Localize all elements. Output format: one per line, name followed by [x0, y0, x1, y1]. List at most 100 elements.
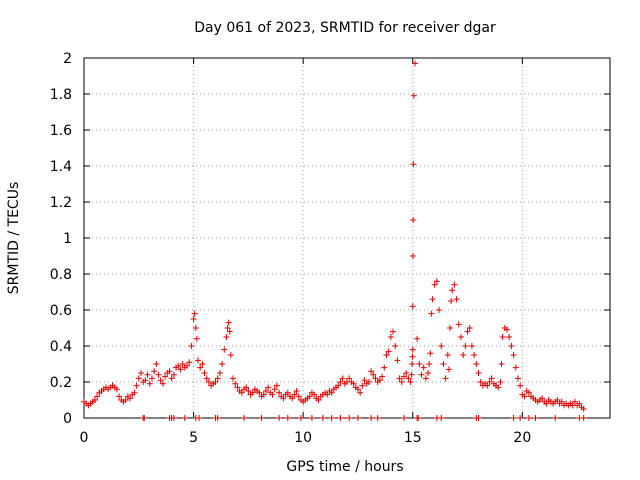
data-point	[142, 377, 149, 384]
data-point	[410, 161, 417, 168]
data-point	[354, 386, 361, 393]
y-tick-label: 0.2	[50, 375, 72, 391]
data-point	[162, 373, 169, 380]
data-point	[113, 386, 120, 393]
data-point	[539, 395, 546, 402]
data-point	[153, 361, 160, 367]
data-point	[409, 253, 416, 259]
data-point	[159, 380, 166, 387]
data-point	[484, 382, 491, 389]
data-point	[184, 362, 191, 369]
data-point	[291, 391, 298, 398]
data-point	[510, 415, 517, 421]
data-point	[179, 361, 186, 367]
data-point	[457, 334, 464, 340]
y-tick-label: 0	[63, 411, 72, 427]
data-point	[448, 298, 455, 304]
data-point	[381, 364, 388, 371]
data-point	[477, 379, 484, 385]
data-point	[374, 415, 381, 421]
data-point	[224, 325, 231, 331]
data-point	[170, 415, 177, 421]
data-point	[372, 375, 379, 382]
data-point	[157, 377, 164, 384]
y-tick-label: 0.4	[50, 339, 72, 355]
data-point	[580, 406, 587, 412]
data-point	[420, 364, 427, 371]
data-point	[370, 371, 377, 378]
data-point	[368, 368, 375, 375]
data-point	[280, 395, 287, 402]
data-point	[188, 343, 195, 349]
data-point	[383, 352, 390, 358]
data-point	[131, 389, 138, 396]
data-point	[306, 393, 313, 400]
data-point	[466, 325, 473, 331]
data-point	[510, 352, 517, 358]
data-point	[398, 379, 405, 385]
data-point	[486, 379, 493, 385]
data-point	[571, 398, 578, 405]
data-point	[422, 375, 429, 382]
x-tick-label: 0	[80, 430, 89, 446]
data-point	[256, 389, 263, 396]
data-point	[521, 393, 528, 400]
data-point	[407, 379, 414, 385]
data-point	[379, 373, 386, 380]
grid	[84, 58, 610, 418]
data-point	[558, 398, 565, 405]
data-point	[289, 395, 296, 402]
data-point	[328, 389, 335, 396]
data-point	[223, 334, 230, 340]
data-point	[122, 397, 129, 403]
data-point	[416, 361, 423, 367]
data-point	[400, 373, 407, 380]
data-point	[409, 353, 416, 360]
y-tick-label: 1	[63, 231, 72, 247]
data-point	[273, 382, 280, 389]
plot-frame	[83, 57, 611, 419]
data-point	[276, 389, 283, 396]
data-point	[580, 415, 587, 421]
data-point	[234, 384, 241, 391]
data-point	[488, 375, 495, 382]
data-point	[436, 307, 443, 313]
data-point	[212, 379, 219, 385]
data-point	[214, 415, 221, 421]
data-point	[346, 415, 353, 421]
data-point	[438, 415, 445, 421]
data-point	[475, 370, 482, 376]
data-point	[525, 415, 532, 421]
data-point	[175, 362, 182, 369]
data-point	[276, 415, 283, 421]
data-point	[400, 415, 407, 421]
data-point	[191, 310, 198, 317]
data-point	[226, 328, 233, 335]
data-point	[193, 335, 200, 342]
data-point	[449, 287, 456, 294]
data-point	[137, 370, 144, 376]
data-point	[495, 384, 502, 391]
data-point	[243, 384, 250, 391]
data-point	[297, 415, 304, 421]
data-point	[133, 382, 140, 389]
x-axis-label: GPS time / hours	[286, 459, 403, 475]
data-point	[447, 325, 454, 331]
data-point	[427, 350, 434, 357]
data-point	[354, 415, 361, 421]
data-point	[376, 377, 383, 384]
data-point	[262, 388, 269, 394]
data-point	[471, 352, 478, 358]
data-point	[517, 415, 524, 421]
data-point	[453, 296, 460, 303]
data-point	[387, 334, 394, 340]
data-point	[146, 380, 153, 387]
data-point	[337, 379, 344, 385]
data-point	[196, 415, 203, 421]
data-point	[166, 368, 173, 375]
data-point	[135, 375, 142, 382]
data-point	[197, 364, 204, 371]
data-point	[359, 382, 366, 389]
data-point	[319, 415, 326, 421]
